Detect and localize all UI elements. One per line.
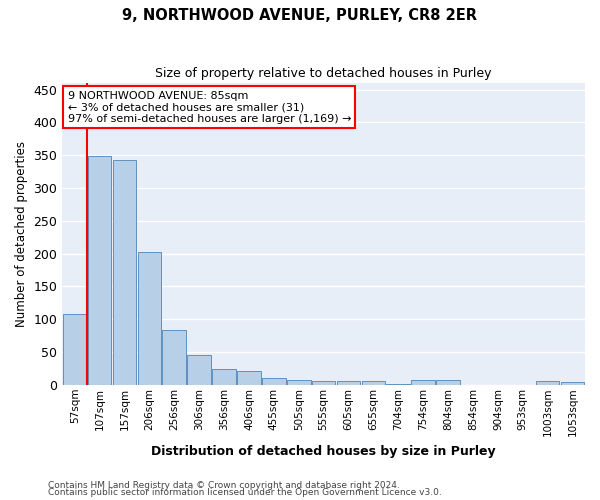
Bar	[337, 381, 361, 385]
Text: 9 NORTHWOOD AVENUE: 85sqm
← 3% of detached houses are smaller (31)
97% of semi-d: 9 NORTHWOOD AVENUE: 85sqm ← 3% of detach…	[68, 90, 351, 124]
Bar	[163, 330, 186, 385]
Bar	[237, 371, 261, 385]
Bar	[412, 380, 435, 385]
Bar	[262, 378, 286, 385]
Text: Contains HM Land Registry data © Crown copyright and database right 2024.: Contains HM Land Registry data © Crown c…	[48, 480, 400, 490]
Bar	[287, 380, 311, 385]
Y-axis label: Number of detached properties: Number of detached properties	[15, 141, 28, 327]
Title: Size of property relative to detached houses in Purley: Size of property relative to detached ho…	[155, 68, 492, 80]
Bar	[386, 384, 410, 385]
Bar	[561, 382, 584, 385]
Bar	[113, 160, 136, 385]
Bar	[536, 382, 559, 385]
Bar	[212, 369, 236, 385]
Bar	[88, 156, 112, 385]
Text: Contains public sector information licensed under the Open Government Licence v3: Contains public sector information licen…	[48, 488, 442, 497]
Bar	[312, 381, 335, 385]
Bar	[362, 382, 385, 385]
Bar	[436, 380, 460, 385]
Bar	[63, 314, 86, 385]
Text: 9, NORTHWOOD AVENUE, PURLEY, CR8 2ER: 9, NORTHWOOD AVENUE, PURLEY, CR8 2ER	[122, 8, 478, 22]
Bar	[137, 252, 161, 385]
X-axis label: Distribution of detached houses by size in Purley: Distribution of detached houses by size …	[151, 444, 496, 458]
Bar	[187, 354, 211, 385]
